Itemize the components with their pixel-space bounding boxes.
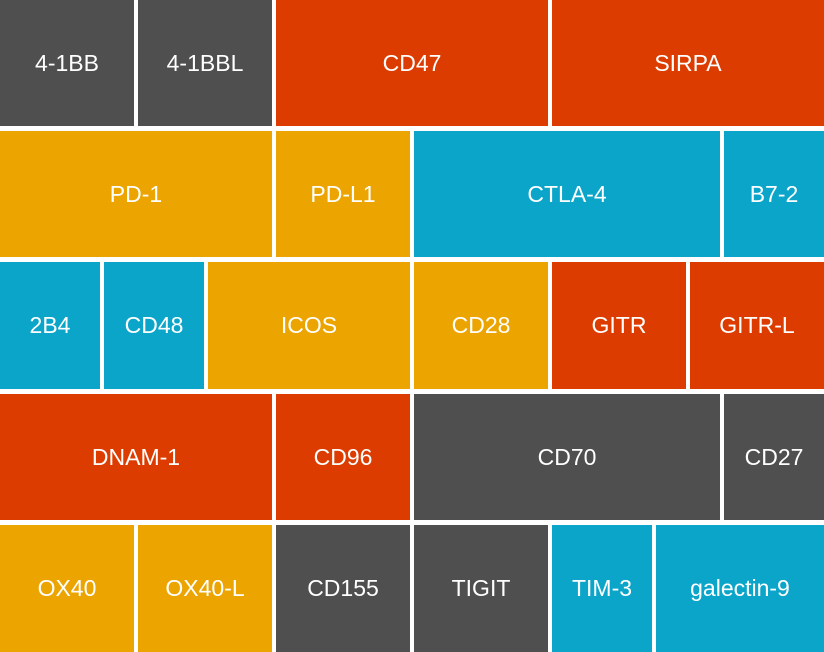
tile-4-1bbl: 4-1BBL <box>138 0 272 126</box>
tile-cd96: CD96 <box>276 394 410 520</box>
tile-2b4: 2B4 <box>0 262 100 389</box>
tile-ox40: OX40 <box>0 525 134 652</box>
tile-galectin-9: galectin-9 <box>656 525 824 652</box>
tile-tim-3: TIM-3 <box>552 525 652 652</box>
tile-pd-1: PD-1 <box>0 131 272 257</box>
tile-b7-2: B7-2 <box>724 131 824 257</box>
tile-icos: ICOS <box>208 262 410 389</box>
tile-cd48: CD48 <box>104 262 204 389</box>
tile-cd70: CD70 <box>414 394 720 520</box>
tile-ctla-4: CTLA-4 <box>414 131 720 257</box>
tile-cd27: CD27 <box>724 394 824 520</box>
tile-sirpa: SIRPA <box>552 0 824 126</box>
tile-4-1bb: 4-1BB <box>0 0 134 126</box>
tile-cd47: CD47 <box>276 0 548 126</box>
tile-gitr-l: GITR-L <box>690 262 824 389</box>
tile-gitr: GITR <box>552 262 686 389</box>
tile-tigit: TIGIT <box>414 525 548 652</box>
tile-dnam-1: DNAM-1 <box>0 394 272 520</box>
tile-pd-l1: PD-L1 <box>276 131 410 257</box>
tile-cd155: CD155 <box>276 525 410 652</box>
tile-ox40-l: OX40-L <box>138 525 272 652</box>
tile-cd28: CD28 <box>414 262 548 389</box>
